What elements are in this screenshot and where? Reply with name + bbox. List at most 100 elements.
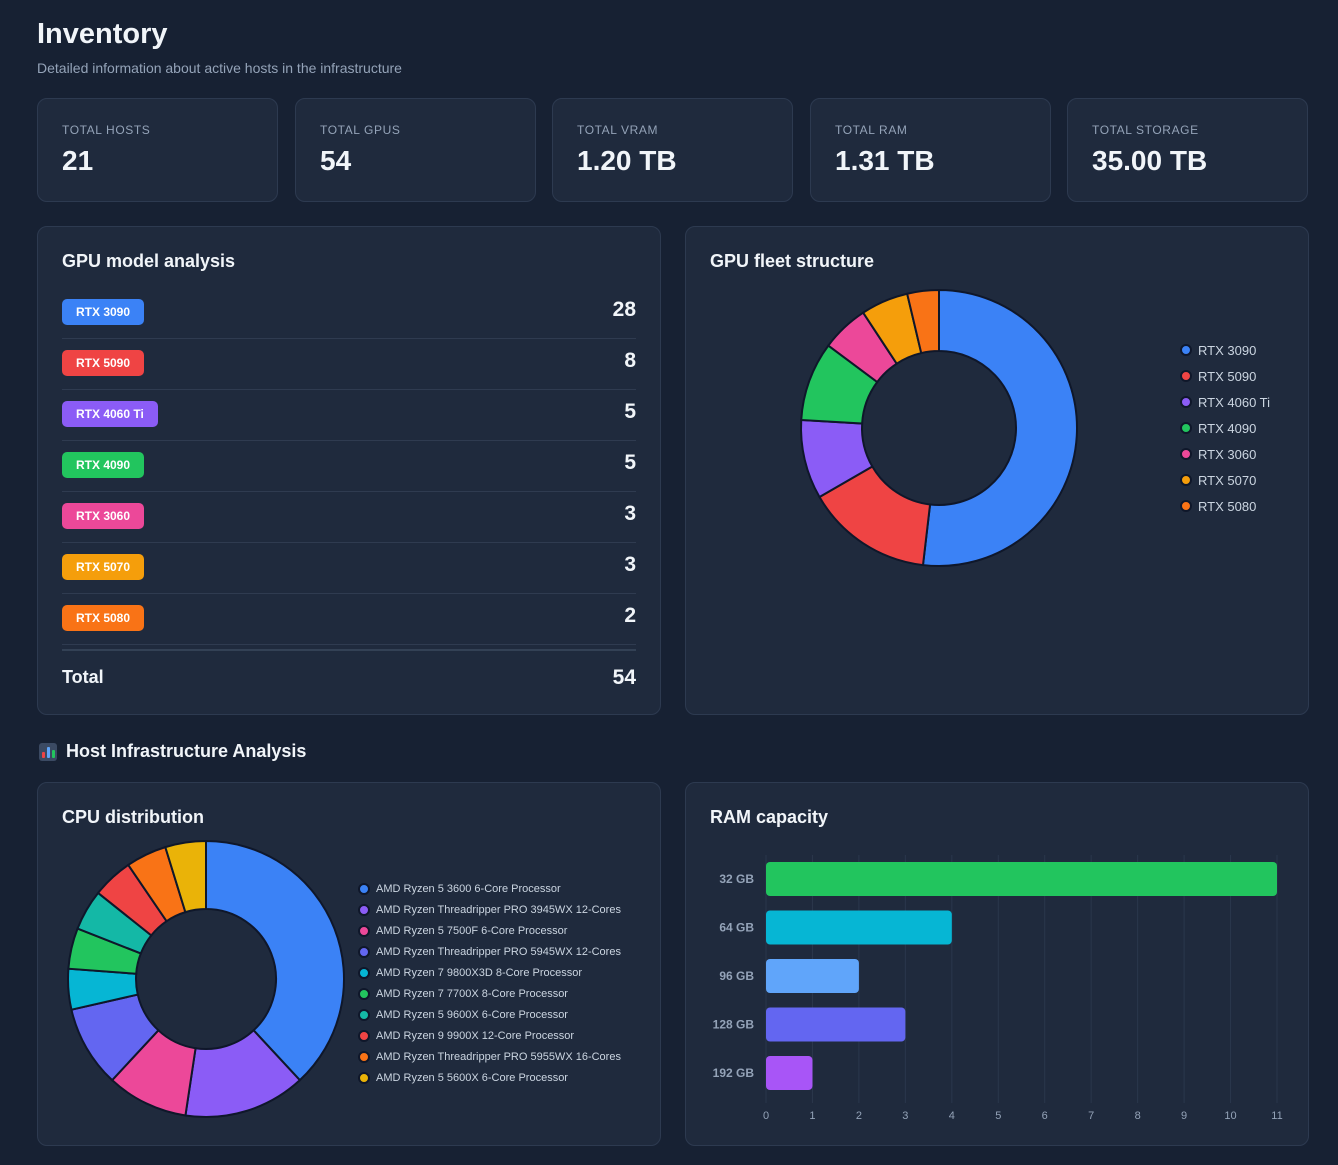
gpu-model-badge: RTX 5090 [62, 350, 145, 376]
legend-label: RTX 3090 [1198, 342, 1257, 358]
legend-label: AMD Ryzen 5 3600 6-Core Processor [376, 883, 561, 895]
stat-label: TOTAL GPUS [320, 123, 401, 137]
x-tick-label: 9 [1181, 1110, 1187, 1122]
gpu-model-count: 5 [624, 451, 636, 474]
gpu-model-row: RTX 3060 3 [62, 492, 636, 543]
legend-label: RTX 3060 [1198, 446, 1257, 462]
legend-item[interactable]: RTX 3060 [1180, 445, 1256, 463]
legend-item[interactable]: AMD Ryzen 7 9800X3D 8-Core Processor [358, 964, 582, 982]
legend-color-dot [358, 883, 370, 895]
legend-item[interactable]: RTX 5090 [1180, 367, 1256, 385]
legend-label: AMD Ryzen 5 5600X 6-Core Processor [376, 1072, 568, 1084]
gpu-model-row: RTX 4060 Ti 5 [62, 390, 636, 441]
stat-label: TOTAL RAM [835, 123, 908, 137]
gpu-model-analysis-panel: GPU model analysis RTX 3090 28 RTX 5090 8 RT… [37, 226, 661, 715]
gpu-model-badge: RTX 4090 [62, 452, 145, 478]
legend-item[interactable]: AMD Ryzen Threadripper PRO 5955WX 16-Cor… [358, 1048, 621, 1066]
legend-label: AMD Ryzen Threadripper PRO 3945WX 12-Cor… [376, 904, 621, 916]
page-subtitle: Detailed information about active hosts … [37, 60, 402, 76]
legend-color-dot [358, 1030, 370, 1042]
gpu-model-badge: RTX 3060 [62, 503, 145, 529]
legend-item[interactable]: RTX 5070 [1180, 471, 1256, 489]
y-category-label: 32 GB [719, 872, 754, 886]
stat-card-total-hosts: TOTAL HOSTS 21 [37, 98, 278, 202]
panel-title: GPU model analysis [62, 251, 236, 271]
gpu-model-row: RTX 5090 8 [62, 339, 636, 390]
legend-color-dot [358, 1051, 370, 1063]
gpu-fleet-slice[interactable] [921, 288, 1078, 567]
stat-value: 1.31 TB [835, 145, 935, 176]
gpu-model-count: 2 [624, 604, 636, 627]
legend-label: AMD Ryzen 7 9800X3D 8-Core Processor [376, 967, 583, 979]
gpu-total-value: 54 [612, 666, 636, 689]
legend-color-dot [1180, 396, 1192, 408]
legend-item[interactable]: AMD Ryzen 7 7700X 8-Core Processor [358, 985, 568, 1003]
gpu-model-row: RTX 5080 2 [62, 594, 636, 645]
gpu-total-label: Total [62, 667, 104, 687]
stat-label: TOTAL VRAM [577, 123, 659, 137]
legend-item[interactable]: AMD Ryzen 5 3600 6-Core Processor [358, 880, 561, 898]
ram-capacity-panel: RAM capacity 0 1 2 3 4 5 6 7 8 9 10 11 32 GB 64 GB 96 … [685, 782, 1309, 1146]
legend-label: RTX 5070 [1198, 472, 1257, 488]
host-infrastructure-heading: Host Infrastructure Analysis [39, 741, 306, 762]
legend-label: RTX 4090 [1198, 420, 1257, 436]
gpu-model-badge: RTX 5080 [62, 605, 145, 631]
gpu-fleet-slice[interactable] [905, 288, 940, 355]
stat-card-total-gpus: TOTAL GPUS 54 [295, 98, 536, 202]
legend-color-dot [358, 1072, 370, 1084]
gpu-fleet-structure-panel: GPU fleet structure RTX 3090 RTX 5090 RTX … [685, 226, 1309, 715]
x-tick-label: 8 [1135, 1110, 1141, 1122]
legend-item[interactable]: RTX 4060 Ti [1180, 393, 1270, 411]
legend-item[interactable]: RTX 4090 [1180, 419, 1256, 437]
panel-title: CPU distribution [62, 807, 204, 827]
cpu-distribution-slice[interactable] [164, 839, 207, 914]
stat-value: 54 [320, 145, 352, 176]
gpu-model-count: 8 [624, 349, 636, 372]
legend-item[interactable]: AMD Ryzen Threadripper PRO 5945WX 12-Cor… [358, 943, 621, 961]
x-tick-label: 11 [1271, 1110, 1282, 1122]
stat-value: 1.20 TB [577, 145, 677, 176]
ram-bar[interactable] [766, 862, 1277, 896]
legend-item[interactable]: AMD Ryzen 5 7500F 6-Core Processor [358, 922, 567, 940]
gpu-model-row: RTX 3090 28 [62, 288, 636, 339]
bar-chart-icon [39, 742, 57, 761]
cpu-distribution-donut-chart [67, 839, 345, 1118]
x-tick-label: 4 [949, 1110, 955, 1122]
legend-label: AMD Ryzen 5 9600X 6-Core Processor [376, 1009, 568, 1021]
legend-label: AMD Ryzen 5 7500F 6-Core Processor [376, 925, 568, 937]
legend-item[interactable]: AMD Ryzen 5 9600X 6-Core Processor [358, 1006, 568, 1024]
legend-item[interactable]: RTX 3090 [1180, 341, 1256, 359]
stat-card-total-storage: TOTAL STORAGE 35.00 TB [1067, 98, 1308, 202]
page-title: Inventory [37, 18, 168, 50]
legend-label: RTX 4060 Ti [1198, 394, 1271, 410]
legend-color-dot [1180, 500, 1192, 512]
y-category-label: 128 GB [713, 1018, 755, 1032]
x-tick-label: 7 [1088, 1110, 1094, 1122]
ram-bar[interactable] [766, 1007, 906, 1042]
legend-color-dot [358, 946, 370, 958]
ram-capacity-bar-chart: 0 1 2 3 4 5 6 7 8 9 10 11 32 GB 64 GB 96 GB 128 GB 192 G… [713, 855, 1283, 1122]
stat-card-total-ram: TOTAL RAM 1.31 TB [810, 98, 1051, 202]
gpu-model-count: 28 [612, 298, 636, 321]
ram-bar[interactable] [766, 910, 952, 945]
legend-item[interactable]: AMD Ryzen 5 5600X 6-Core Processor [358, 1069, 568, 1087]
gpu-model-count: 3 [624, 553, 636, 576]
legend-color-dot [358, 1009, 370, 1021]
gpu-total-row: Total 54 [62, 649, 636, 689]
gpu-model-count: 3 [624, 502, 636, 525]
cpu-distribution-slice[interactable] [205, 839, 345, 1082]
legend-color-dot [1180, 344, 1192, 356]
ram-bar[interactable] [766, 959, 859, 993]
stat-card-total-vram: TOTAL VRAM 1.20 TB [552, 98, 793, 202]
legend-color-dot [1180, 370, 1192, 382]
stat-label: TOTAL STORAGE [1092, 123, 1199, 137]
legend-item[interactable]: AMD Ryzen Threadripper PRO 3945WX 12-Cor… [358, 901, 621, 919]
legend-color-dot [358, 925, 370, 937]
legend-item[interactable]: AMD Ryzen 9 9900X 12-Core Processor [358, 1027, 574, 1045]
legend-item[interactable]: RTX 5080 [1180, 497, 1256, 515]
ram-bar[interactable] [766, 1056, 813, 1090]
legend-label: AMD Ryzen 9 9900X 12-Core Processor [376, 1030, 575, 1042]
stat-value: 35.00 TB [1092, 145, 1208, 176]
legend-color-dot [358, 967, 370, 979]
stat-label: TOTAL HOSTS [62, 123, 151, 137]
